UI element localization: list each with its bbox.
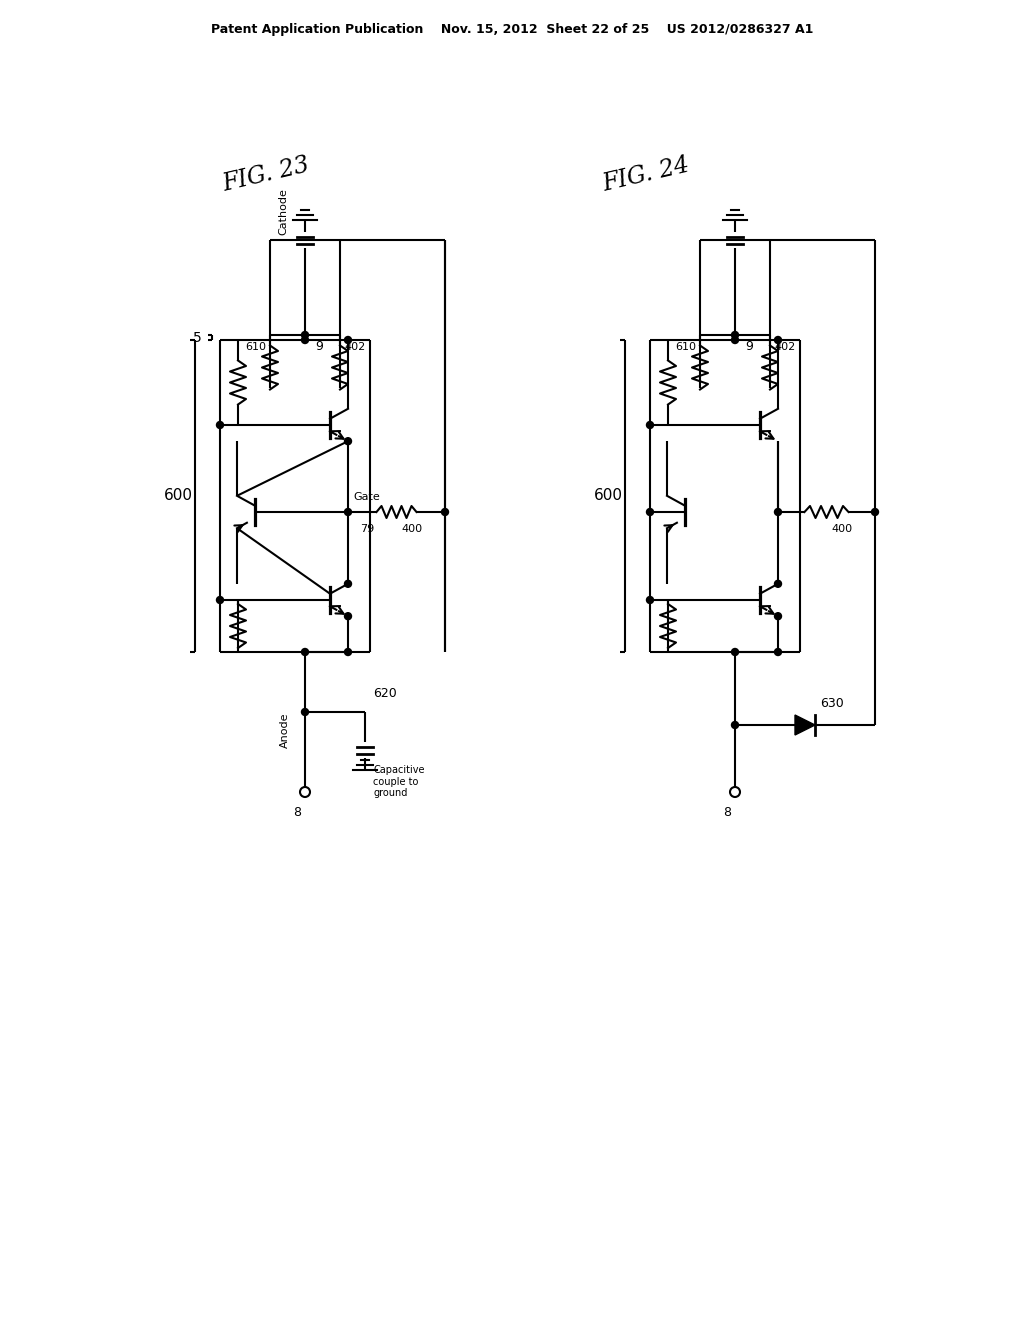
Circle shape (731, 722, 738, 729)
Text: 610: 610 (245, 342, 266, 352)
Text: 610: 610 (675, 342, 696, 352)
Circle shape (731, 331, 738, 338)
Text: 400: 400 (401, 524, 423, 535)
Circle shape (731, 337, 738, 343)
Circle shape (774, 648, 781, 656)
Circle shape (301, 709, 308, 715)
Circle shape (731, 648, 738, 656)
Text: 9: 9 (315, 341, 323, 352)
Circle shape (301, 648, 308, 656)
Text: Cathode: Cathode (278, 189, 288, 235)
Text: 79: 79 (360, 524, 374, 535)
Circle shape (301, 337, 308, 343)
Text: 400: 400 (831, 524, 853, 535)
Text: Anode: Anode (280, 711, 290, 747)
Text: 8: 8 (293, 807, 301, 818)
Circle shape (774, 612, 781, 619)
Text: 630: 630 (820, 697, 844, 710)
Circle shape (646, 508, 653, 516)
Circle shape (646, 597, 653, 603)
Circle shape (344, 438, 351, 445)
Text: 5: 5 (194, 330, 202, 345)
Circle shape (774, 508, 781, 516)
Circle shape (774, 581, 781, 587)
Text: 9: 9 (745, 341, 753, 352)
Circle shape (344, 612, 351, 619)
Circle shape (344, 508, 351, 516)
Text: Capacitive
couple to
ground: Capacitive couple to ground (373, 766, 425, 799)
Circle shape (646, 421, 653, 429)
Circle shape (344, 337, 351, 343)
Text: 600: 600 (164, 488, 193, 503)
Circle shape (216, 597, 223, 603)
Circle shape (216, 421, 223, 429)
Text: FIG. 23: FIG. 23 (220, 154, 311, 197)
Polygon shape (795, 715, 815, 735)
Text: 402: 402 (344, 342, 366, 352)
Circle shape (871, 508, 879, 516)
Circle shape (301, 331, 308, 338)
Text: 620: 620 (373, 686, 396, 700)
Circle shape (441, 508, 449, 516)
Text: Gate: Gate (353, 492, 380, 502)
Circle shape (344, 581, 351, 587)
Circle shape (774, 337, 781, 343)
Text: 402: 402 (774, 342, 796, 352)
Circle shape (344, 648, 351, 656)
Text: 600: 600 (594, 488, 623, 503)
Text: Patent Application Publication    Nov. 15, 2012  Sheet 22 of 25    US 2012/02863: Patent Application Publication Nov. 15, … (211, 24, 813, 37)
Text: 8: 8 (723, 807, 731, 818)
Text: FIG. 24: FIG. 24 (600, 154, 691, 197)
